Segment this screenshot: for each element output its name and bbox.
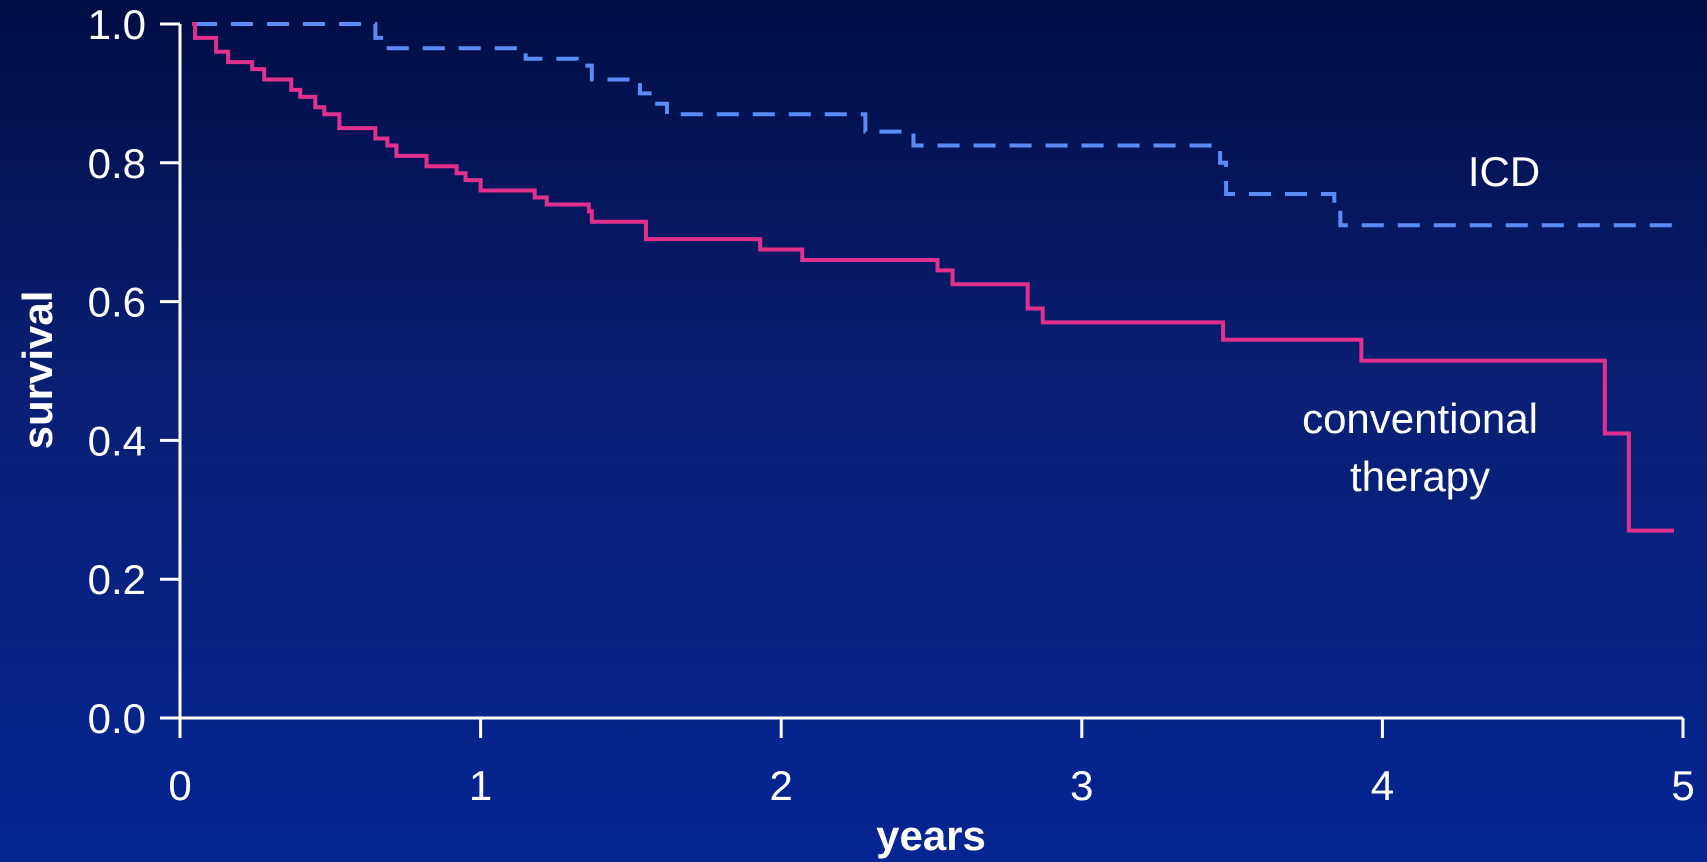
x-tick-label: 5 — [1671, 762, 1694, 809]
y-tick-label: 0.8 — [88, 140, 146, 187]
y-axis-title: survival — [14, 291, 61, 450]
conventional-survival-curve — [192, 22, 1674, 533]
x-tick-label: 3 — [1070, 762, 1093, 809]
y-tick-label: 0.0 — [88, 695, 146, 742]
y-tick-label: 0.4 — [88, 417, 146, 464]
icd-series-label: ICD — [1468, 148, 1540, 195]
x-tick-label: 0 — [168, 762, 191, 809]
conventional-series-label-line1: conventional — [1302, 395, 1538, 442]
series-layer — [192, 22, 1683, 533]
y-tick-label: 0.6 — [88, 279, 146, 326]
conventional-series-label-line2: therapy — [1350, 453, 1490, 500]
icd-survival-curve — [195, 22, 1683, 228]
y-tick-label: 0.2 — [88, 556, 146, 603]
x-tick-label: 4 — [1371, 762, 1394, 809]
y-tick-label: 1.0 — [88, 1, 146, 48]
axes — [178, 24, 1683, 720]
x-tick-label: 1 — [469, 762, 492, 809]
x-ticks: 0 1 2 3 4 5 — [168, 718, 1695, 809]
y-ticks: 0.0 0.2 0.4 0.6 0.8 1.0 — [88, 1, 180, 742]
x-tick-label: 2 — [770, 762, 793, 809]
x-axis-title: years — [876, 812, 986, 859]
